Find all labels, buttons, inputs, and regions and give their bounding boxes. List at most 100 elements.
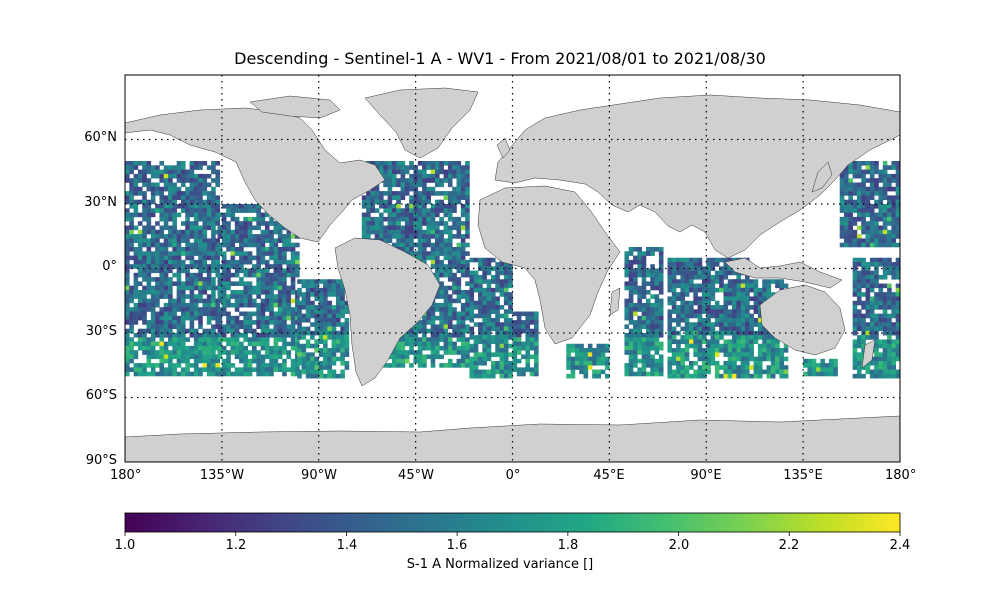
variance-cell [852, 262, 858, 267]
variance-cell [387, 169, 393, 175]
variance-cell [650, 354, 655, 360]
variance-cell [391, 208, 397, 213]
variance-cell [882, 373, 888, 379]
variance-cell [891, 165, 896, 170]
variance-cell [844, 169, 849, 175]
variance-cell [137, 169, 143, 175]
variance-cell [783, 369, 789, 375]
variance-cell [891, 309, 896, 314]
variance-cell [264, 294, 270, 299]
variance-cell [211, 234, 216, 239]
variance-cell [189, 371, 195, 377]
variance-cell [159, 216, 165, 222]
variance-cell [176, 285, 182, 291]
variance-cell [435, 328, 440, 334]
variance-cell [133, 225, 139, 231]
variance-cell [264, 268, 270, 274]
variance-cell [628, 298, 634, 304]
variance-cell [456, 182, 462, 188]
variance-cell [435, 221, 440, 226]
variance-cell [865, 300, 871, 306]
variance-cell [447, 337, 453, 342]
variance-cell [435, 161, 440, 166]
variance-cell [878, 208, 884, 213]
landmass-maritime-southeast-asia [724, 257, 843, 289]
variance-cell [710, 356, 716, 362]
variance-cell [680, 283, 686, 289]
variance-cell [861, 216, 866, 222]
variance-cell [202, 264, 208, 269]
variance-cell [852, 356, 858, 362]
variance-cell [452, 324, 457, 329]
variance-cell [469, 356, 475, 362]
variance-cell [396, 165, 401, 170]
variance-cell [413, 324, 419, 329]
variance-cell [852, 221, 858, 226]
variance-cell [150, 341, 156, 347]
variance-cell [719, 330, 724, 336]
variance-cell [163, 165, 169, 170]
variance-cell [430, 178, 436, 183]
variance-cell [239, 281, 244, 286]
variance-cell [252, 264, 257, 269]
variance-cell [409, 186, 414, 192]
variance-cell [680, 373, 686, 379]
variance-cell [370, 161, 376, 166]
variance-cell [641, 285, 647, 291]
variance-cell [680, 279, 686, 284]
variance-cell [490, 335, 496, 340]
variance-cell [460, 358, 466, 364]
variance-cell [185, 367, 190, 372]
variance-cell [503, 313, 509, 319]
variance-cell [230, 247, 236, 252]
variance-cell [723, 292, 729, 297]
variance-cell [503, 335, 509, 340]
variance-cell [749, 352, 754, 357]
variance-cell [727, 352, 733, 357]
variance-cell [290, 311, 296, 317]
variance-cell [439, 204, 444, 209]
variance-cell [887, 313, 892, 319]
variance-cell [736, 305, 741, 310]
variance-cell [757, 335, 763, 340]
variance-cell [125, 169, 130, 175]
variance-cell [159, 208, 165, 213]
variance-cell [142, 182, 147, 188]
variance-cell [176, 354, 182, 360]
variance-cell [495, 322, 500, 327]
variance-cell [641, 290, 647, 295]
variance-cell [465, 358, 470, 364]
variance-cell [736, 283, 741, 289]
variance-cell [133, 259, 139, 265]
chart-title: Descending - Sentinel-1 A - WV1 - From 2… [234, 49, 766, 68]
variance-cell [217, 281, 223, 286]
variance-cell [600, 360, 606, 366]
variance-cell [150, 294, 156, 299]
variance-cell [374, 234, 380, 239]
variance-cell [749, 279, 754, 284]
variance-cell [264, 290, 270, 295]
variance-cell [269, 363, 274, 368]
variance-cell [314, 360, 320, 366]
variance-cell [221, 238, 227, 243]
variance-cell [874, 365, 879, 370]
variance-cell [366, 204, 371, 209]
variance-cell [833, 367, 838, 372]
variance-cell [142, 255, 147, 261]
variance-cell [374, 186, 380, 192]
variance-cell [391, 182, 397, 188]
variance-cell [645, 371, 651, 377]
variance-cell [882, 274, 888, 280]
variance-cell [460, 272, 466, 278]
variance-cell [684, 356, 690, 362]
variance-cell [645, 333, 651, 338]
variance-cell [676, 339, 681, 345]
variance-cell [473, 339, 479, 345]
variance-cell [766, 343, 772, 349]
variance-cell [340, 335, 345, 340]
variance-cell [852, 287, 858, 293]
variance-cell [387, 363, 393, 368]
variance-cell [286, 307, 292, 312]
variance-cell [409, 333, 414, 338]
variance-cell [882, 257, 888, 263]
